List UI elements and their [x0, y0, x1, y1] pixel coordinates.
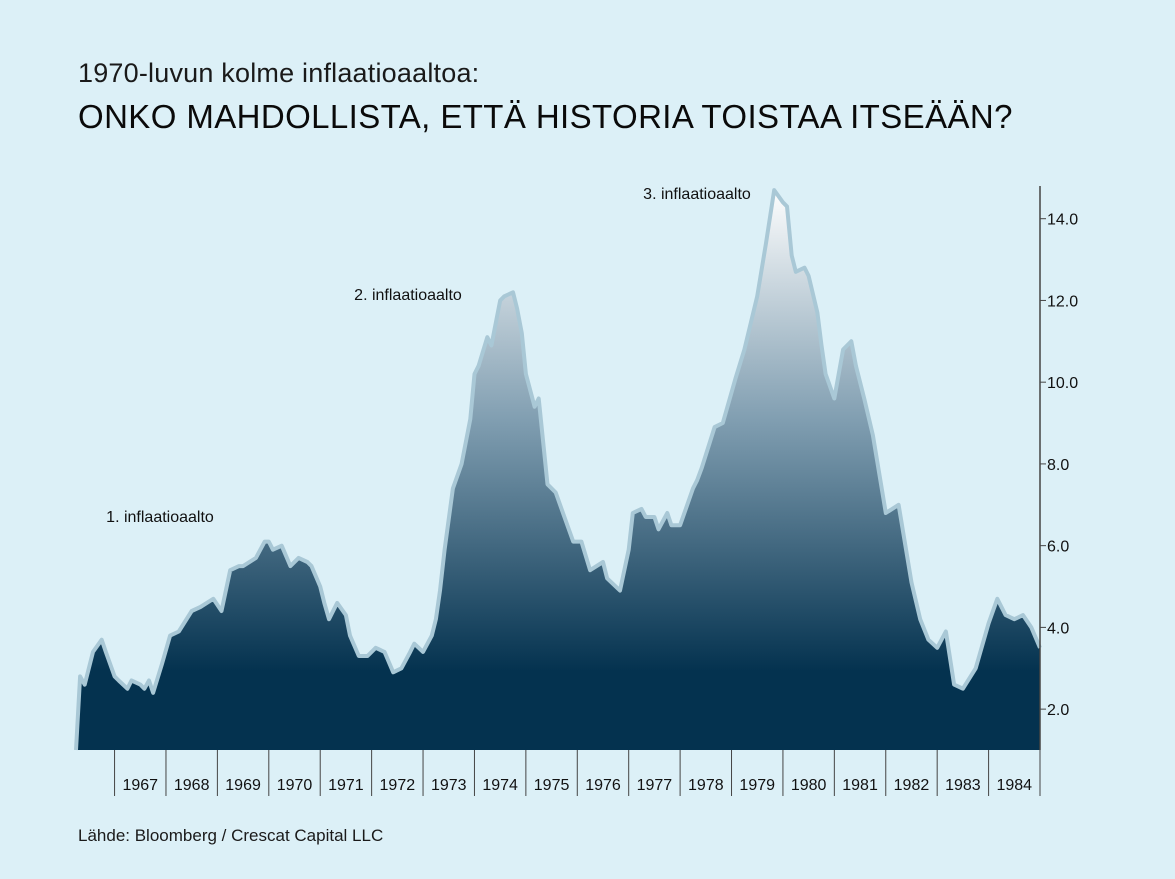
- y-axis: 2.0 4.0 6.0 8.0 10.0 12.0 14.0: [1039, 186, 1078, 750]
- x-tick-label-1978: 1978: [688, 777, 724, 794]
- x-axis: 1967 1968 1969 1970 1971 1972 1973 1974 1975 1976…: [114, 750, 1041, 796]
- y-tick-label-4.0: 4.0: [1047, 620, 1069, 637]
- x-tick-label-1979: 1979: [739, 777, 775, 794]
- x-tick-label-1976: 1976: [585, 777, 621, 794]
- x-tick-label-1984: 1984: [996, 777, 1032, 794]
- x-tick-label-1982: 1982: [894, 777, 930, 794]
- x-tick-label-1974: 1974: [482, 777, 518, 794]
- y-tick-label-14.0: 14.0: [1047, 212, 1078, 229]
- x-tick-label-1981: 1981: [842, 777, 878, 794]
- y-tick-label-12.0: 12.0: [1047, 293, 1078, 310]
- x-tick-label-1973: 1973: [431, 777, 467, 794]
- x-tick-label-1975: 1975: [534, 777, 570, 794]
- y-tick-label-6.0: 6.0: [1047, 539, 1069, 556]
- inflation-line: [74, 188, 1042, 751]
- x-tick-label-1971: 1971: [328, 777, 364, 794]
- inflation-area: [76, 190, 1040, 751]
- x-tick-label-1970: 1970: [277, 777, 313, 794]
- annotation-wave-3: 3. inflaatioaalto: [643, 186, 751, 203]
- y-tick-label-10.0: 10.0: [1047, 375, 1078, 392]
- x-tick-label-1977: 1977: [637, 777, 673, 794]
- y-tick-label-8.0: 8.0: [1047, 457, 1069, 474]
- x-tick-label-1969: 1969: [225, 777, 261, 794]
- x-tick-label-1972: 1972: [380, 777, 416, 794]
- y-tick-label-2.0: 2.0: [1047, 702, 1069, 719]
- x-tick-label-1980: 1980: [791, 777, 827, 794]
- x-tick-label-1967: 1967: [122, 777, 158, 794]
- x-tick-label-1968: 1968: [174, 777, 210, 794]
- chart-title: ONKO MAHDOLLISTA, ETTÄ HISTORIA TOISTAA …: [78, 98, 1013, 135]
- x-tick-label-1983: 1983: [945, 777, 981, 794]
- chart-subtitle: 1970-luvun kolme inflaatioaaltoa:: [78, 58, 480, 88]
- annotations: 1. inflaatioaalto 2. inflaatioaalto 3. inf…: [106, 186, 751, 526]
- plot-area: [74, 188, 1042, 751]
- source-note: Lähde: Bloomberg / Crescat Capital LLC: [78, 826, 384, 845]
- annotation-wave-2: 2. inflaatioaalto: [354, 287, 462, 304]
- annotation-wave-1: 1. inflaatioaalto: [106, 509, 214, 526]
